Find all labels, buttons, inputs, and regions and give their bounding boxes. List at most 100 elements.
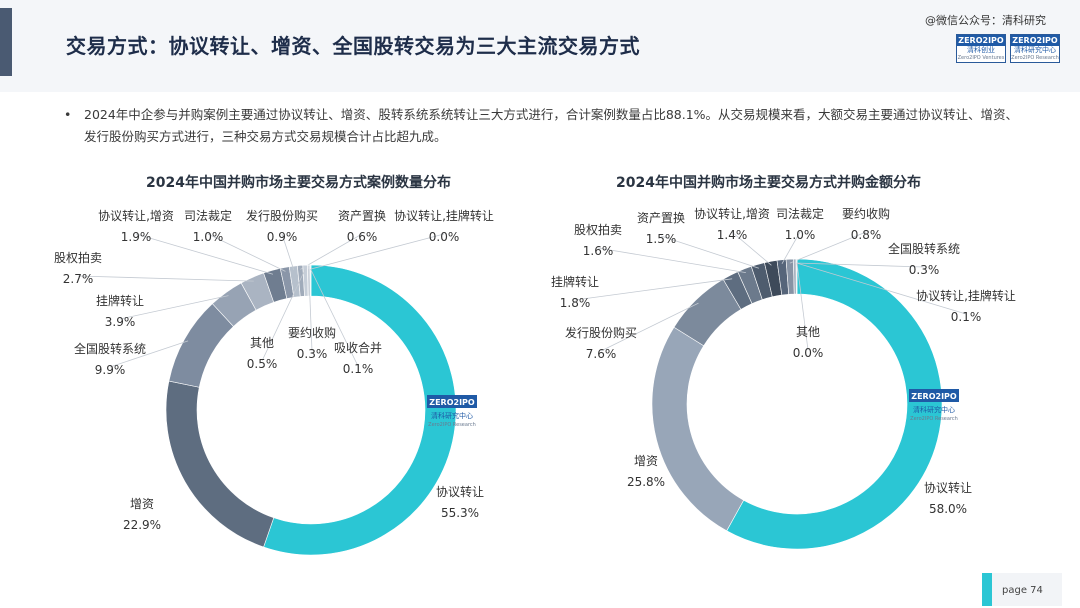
chart2-label-value-4: 1.6%	[583, 244, 614, 258]
footer-accent-bar	[982, 573, 992, 606]
chart2-slice-0	[726, 258, 943, 550]
chart2-leader-3	[574, 278, 733, 301]
chart2-label-name-5: 资产置换	[637, 211, 685, 225]
chart1-label-value-1: 22.9%	[123, 518, 161, 532]
zero2ipo-research-logo: ZERO2IPO 清科研究中心 Zero2IPO Research	[1010, 34, 1060, 63]
chart1-label-value-10: 0.3%	[297, 347, 328, 361]
center-logo-mid: 清科研究中心	[431, 411, 473, 420]
chart2-label-name-11: 其他	[796, 325, 820, 339]
chart1-leader-9	[261, 268, 306, 362]
chart1-label-value-0: 55.3%	[441, 506, 479, 520]
chart2-label-name-9: 全国股转系统	[888, 241, 960, 256]
chart2-label-name-3: 挂牌转让	[551, 274, 599, 289]
chart2-leader-11	[796, 262, 809, 351]
chart1-label-name-11: 吸收合并	[334, 340, 382, 355]
page-title: 交易方式：协议转让、增资、全国股转交易为三大主流交易方式	[66, 34, 640, 58]
chart2-slice-1	[651, 326, 745, 532]
center-logo-top: ZERO2IPO	[429, 398, 475, 407]
chart2-leader-5	[660, 235, 760, 269]
chart2-leader-10	[796, 262, 967, 315]
page-number: page 74	[1002, 585, 1043, 596]
chart2-leader-9	[794, 262, 925, 268]
chart2-label-value-8: 0.8%	[851, 228, 882, 242]
chart2-label-value-2: 7.6%	[586, 347, 617, 361]
chart1-label-name-10: 要约收购	[288, 325, 336, 340]
chart2-label-value-5: 1.5%	[646, 232, 677, 246]
chart1-leader-7	[281, 233, 295, 271]
chart1-label-name-4: 股权拍卖	[54, 250, 102, 265]
chart2-label-value-10: 0.1%	[951, 310, 982, 324]
chart1-center-logo: ZERO2IPO 清科研究中心 Zero2IPO Research	[427, 395, 477, 428]
chart1-leader-11	[310, 268, 359, 367]
chart1-label-value-6: 1.0%	[193, 230, 224, 244]
center-logo-mid: 清科研究中心	[913, 405, 955, 414]
chart1-label-name-0: 协议转让	[436, 484, 484, 499]
chart1-leader-3	[119, 295, 229, 320]
chart1-leader-12	[310, 233, 445, 270]
chart1-label-value-12: 0.0%	[429, 230, 460, 244]
chart2-leader-8	[789, 231, 867, 264]
chart2-label-name-0: 协议转让	[924, 480, 972, 495]
chart2-label-name-4: 股权拍卖	[574, 222, 622, 237]
chart2-label-value-3: 1.8%	[560, 296, 591, 310]
chart1-label-value-2: 9.9%	[95, 363, 126, 377]
chart2-label-name-1: 增资	[634, 454, 658, 468]
chart2-label-name-2: 发行股份购买	[565, 325, 637, 340]
bullet-dot: •	[64, 107, 72, 122]
chart1-label-name-9: 其他	[250, 336, 274, 350]
chart1-label-value-5: 1.9%	[121, 230, 152, 244]
chart2-label-value-6: 1.4%	[717, 228, 748, 242]
chart2-label-name-7: 司法裁定	[776, 206, 824, 221]
chart2-label-name-10: 协议转让,挂牌转让	[916, 288, 1016, 303]
chart2-leader-4	[597, 247, 746, 273]
chart2-leader-6	[731, 231, 772, 266]
chart1-slice-1	[165, 380, 275, 548]
summary-bullet: • 2024年中企参与并购案例主要通过协议转让、增资、股转系统系统转让三大方式进…	[64, 104, 1024, 148]
chart2-leader-7	[781, 231, 801, 265]
chart1-label-value-3: 3.9%	[105, 315, 136, 329]
chart1-title: 2024年中国并购市场主要交易方式案例数量分布	[146, 175, 451, 191]
chart2-center-logo: ZERO2IPO 清科研究中心 Zero2IPO Research	[909, 389, 959, 422]
chart2-title: 2024年中国并购市场主要交易方式并购金额分布	[616, 175, 921, 191]
chart1-leader-10	[308, 269, 313, 352]
chart1-label-name-1: 增资	[130, 497, 154, 511]
summary-text: 2024年中企参与并购案例主要通过协议转让、增资、股转系统系统转让三大方式进行，…	[84, 107, 1019, 144]
chart1-label-name-7: 发行股份购买	[246, 208, 318, 223]
chart2-label-name-8: 要约收购	[842, 206, 890, 221]
chart1-slice-0	[263, 264, 457, 556]
chart1-leader-4	[77, 275, 254, 282]
footer-box	[992, 573, 1062, 606]
chart1-label-name-8: 资产置换	[338, 209, 386, 223]
chart2-label-value-0: 58.0%	[929, 502, 967, 516]
center-logo-top: ZERO2IPO	[911, 392, 957, 401]
chart2-label-value-11: 0.0%	[793, 346, 824, 360]
chart1-label-name-6: 司法裁定	[184, 208, 232, 223]
chart2-label-value-9: 0.3%	[909, 263, 940, 277]
chart1-label-value-8: 0.6%	[347, 230, 378, 244]
chart1-slice-11	[309, 264, 312, 297]
chart1-label-name-12: 协议转让,挂牌转让	[394, 208, 494, 223]
chart1-leader-6	[207, 233, 286, 272]
chart1-leader-2	[109, 340, 189, 368]
chart1-donut: 协议转让 55.3% 增资 22.9% 全国股转系统 9.9% 挂牌转让 3.9% 股权拍卖 2.…	[54, 208, 494, 556]
chart1-label-value-4: 2.7%	[63, 272, 94, 286]
chart2-slice-10	[795, 258, 798, 295]
chart1-label-name-2: 全国股转系统	[74, 341, 146, 356]
title-accent-bar	[0, 8, 12, 76]
chart1-label-value-7: 0.9%	[267, 230, 298, 244]
chart1-leader-8	[300, 233, 363, 270]
chart2-label-value-1: 25.8%	[627, 475, 665, 489]
zero2ipo-ventures-logo: ZERO2IPO 清科创业 Zero2IPO Ventures	[956, 34, 1006, 63]
chart1-label-value-11: 0.1%	[343, 362, 374, 376]
center-logo-bot: Zero2IPO Research	[910, 416, 958, 422]
watermark-text: @微信公众号：清科研究	[925, 14, 1046, 27]
header-band	[0, 0, 1080, 92]
chart2-leader-2	[600, 302, 699, 352]
chart1-label-value-9: 0.5%	[247, 357, 278, 371]
chart2-label-name-6: 协议转让,增资	[694, 206, 770, 221]
chart1-label-name-3: 挂牌转让	[96, 293, 144, 308]
chart1-leader-5	[135, 233, 274, 275]
chart2-label-value-7: 1.0%	[785, 228, 816, 242]
center-logo-bot: Zero2IPO Research	[428, 422, 476, 428]
